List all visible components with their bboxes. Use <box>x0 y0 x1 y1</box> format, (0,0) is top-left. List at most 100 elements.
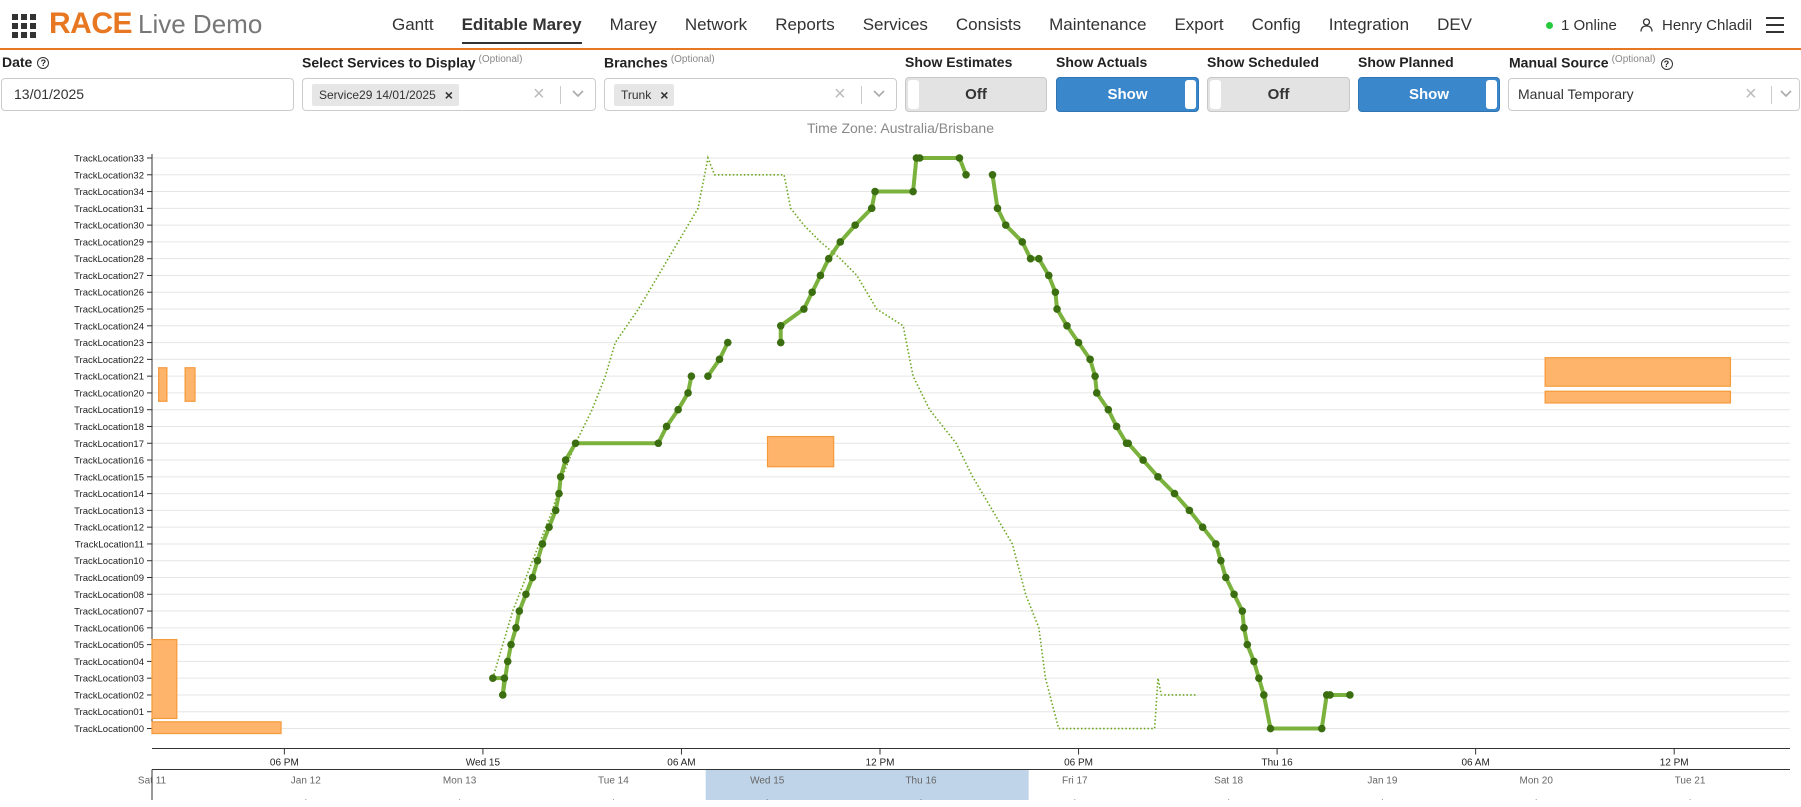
actual-point[interactable] <box>1104 405 1113 414</box>
possession-block[interactable] <box>1544 357 1732 387</box>
actual-point[interactable] <box>1063 322 1071 330</box>
actual-service-line[interactable] <box>990 172 1352 731</box>
remove-branch-chip-icon[interactable]: × <box>660 87 669 103</box>
actual-point[interactable] <box>1317 724 1326 733</box>
actual-point[interactable] <box>851 221 859 229</box>
date-input[interactable]: 13/01/2025 <box>1 78 294 111</box>
actual-point[interactable] <box>528 573 537 582</box>
actual-point[interactable] <box>533 556 542 565</box>
nav-network[interactable]: Network <box>684 15 748 34</box>
actual-point[interactable] <box>1243 640 1252 649</box>
actual-point[interactable] <box>836 238 845 246</box>
date-help-icon[interactable]: ? <box>37 57 50 69</box>
actual-point[interactable] <box>555 489 563 498</box>
branches-chevron-down-icon[interactable] <box>872 89 886 99</box>
actual-point[interactable] <box>674 405 682 414</box>
actual-point[interactable] <box>1001 221 1010 229</box>
possession-block[interactable] <box>1544 390 1732 404</box>
actual-point[interactable] <box>1086 355 1094 364</box>
brand-logo[interactable]: RACE Live Demo <box>49 7 262 43</box>
nav-maintenance[interactable]: Maintenance <box>1049 15 1147 34</box>
actual-point[interactable] <box>512 624 520 632</box>
actual-point[interactable] <box>1026 254 1035 263</box>
actual-point[interactable] <box>662 422 671 431</box>
estimates-toggle[interactable]: Off <box>905 77 1047 112</box>
actual-point[interactable] <box>871 187 879 196</box>
actual-point[interactable] <box>1154 473 1162 481</box>
actual-point[interactable] <box>571 439 580 448</box>
nav-marey[interactable]: Marey <box>609 15 657 34</box>
actual-point[interactable] <box>1091 372 1099 380</box>
actual-point[interactable] <box>962 170 970 179</box>
actual-service-line[interactable] <box>778 156 969 345</box>
actual-point[interactable] <box>538 540 547 548</box>
possession-block[interactable] <box>151 638 178 720</box>
actual-point[interactable] <box>1238 607 1247 615</box>
actual-point[interactable] <box>704 372 712 380</box>
nav-dev[interactable]: DEV <box>1437 15 1473 34</box>
clear-manual-source-icon[interactable]: × <box>1745 83 1757 105</box>
actual-point[interactable] <box>684 389 692 397</box>
actual-point[interactable] <box>654 439 663 448</box>
actual-point[interactable] <box>545 523 553 531</box>
actual-point[interactable] <box>507 640 515 649</box>
actual-point[interactable] <box>1230 590 1238 599</box>
clear-services-icon[interactable]: × <box>533 83 545 105</box>
actual-point[interactable] <box>561 456 570 464</box>
actual-point[interactable] <box>515 607 524 615</box>
actual-point[interactable] <box>1044 271 1053 280</box>
nav-consists[interactable]: Consists <box>955 15 1022 34</box>
nav-editable-marey[interactable]: Editable Marey <box>448 0 596 50</box>
actual-point[interactable] <box>776 338 785 347</box>
branches-select[interactable]: Trunk × × <box>604 78 897 111</box>
actual-point[interactable] <box>1035 254 1043 263</box>
actual-point[interactable] <box>715 355 724 364</box>
actual-point[interactable] <box>551 506 560 515</box>
nav-export[interactable]: Export <box>1174 15 1224 34</box>
actual-point[interactable] <box>867 204 876 213</box>
nav-integration[interactable]: Integration <box>1328 15 1410 34</box>
actual-point[interactable] <box>955 154 964 162</box>
actual-point[interactable] <box>1222 573 1230 582</box>
actual-point[interactable] <box>500 674 509 682</box>
actual-point[interactable] <box>1092 389 1101 397</box>
actual-point[interactable] <box>1112 422 1121 431</box>
actual-point[interactable] <box>1139 456 1147 464</box>
actual-point[interactable] <box>993 204 1002 213</box>
hamburger-menu-icon[interactable] <box>1766 17 1784 33</box>
actual-point[interactable] <box>1250 657 1258 666</box>
actual-point[interactable] <box>556 473 565 481</box>
actual-point[interactable] <box>1198 523 1207 531</box>
actual-point[interactable] <box>1217 556 1225 565</box>
actual-point[interactable] <box>522 590 530 599</box>
actual-point[interactable] <box>687 372 696 380</box>
services-select[interactable]: Service29 14/01/2025 × × <box>302 78 596 111</box>
actual-point[interactable] <box>503 657 512 666</box>
planned-toggle[interactable]: Show <box>1358 77 1500 112</box>
actual-point[interactable] <box>1326 691 1334 699</box>
time-brush-selection[interactable] <box>705 769 1029 800</box>
actual-point[interactable] <box>776 322 785 330</box>
scheduled-toggle[interactable]: Off <box>1207 77 1350 112</box>
actual-point[interactable] <box>909 187 917 196</box>
possession-block[interactable] <box>151 721 282 735</box>
actual-point[interactable] <box>1260 691 1268 699</box>
actual-point[interactable] <box>800 305 808 313</box>
actual-point[interactable] <box>498 691 507 699</box>
manual-source-help-icon[interactable]: ? <box>1660 57 1673 70</box>
marey-chart[interactable]: TrackLocation00 TrackLocation01 TrackLocat… <box>0 140 1801 800</box>
actual-point[interactable] <box>1255 674 1263 682</box>
actual-point[interactable] <box>816 271 825 280</box>
possession-block[interactable] <box>158 367 168 402</box>
nav-reports[interactable]: Reports <box>775 15 835 34</box>
actual-point[interactable] <box>1185 506 1194 515</box>
actual-point[interactable] <box>1051 288 1060 297</box>
actual-point[interactable] <box>1266 724 1275 733</box>
actual-service-line[interactable] <box>490 374 694 697</box>
actual-point[interactable] <box>1053 305 1061 313</box>
manual-source-select[interactable]: Manual Temporary × <box>1508 78 1800 111</box>
actual-point[interactable] <box>1170 489 1179 498</box>
actual-point[interactable] <box>1018 238 1027 246</box>
actual-point[interactable] <box>808 288 816 297</box>
services-chevron-down-icon[interactable] <box>571 89 585 99</box>
